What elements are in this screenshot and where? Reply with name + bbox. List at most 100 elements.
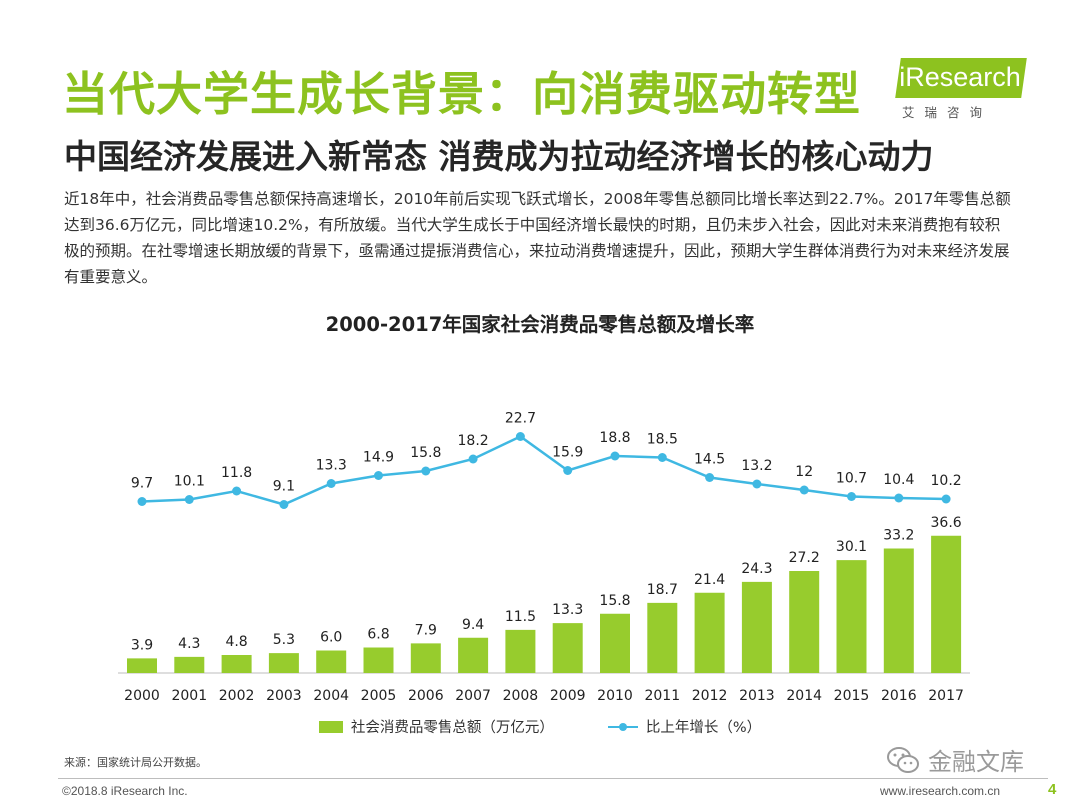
bar xyxy=(174,656,205,673)
line-point xyxy=(752,479,762,489)
bar-value-label: 27.2 xyxy=(789,550,820,566)
growth-rate-line xyxy=(141,435,947,506)
logo-text: iResearch xyxy=(899,62,1021,92)
bar xyxy=(741,581,772,673)
iresearch-logo: iResearch 艾瑞咨询 xyxy=(890,58,1030,122)
line-value-label: 10.1 xyxy=(174,474,205,490)
chart-title: 2000-2017年国家社会消费品零售总额及增长率 xyxy=(325,313,755,336)
x-tick-label: 2004 xyxy=(313,688,349,704)
bar xyxy=(883,548,914,673)
legend-item-bar: 社会消费品零售总额（万亿元） xyxy=(318,716,554,737)
line-value-label: 11.8 xyxy=(221,465,252,481)
chart-legend: 社会消费品零售总额（万亿元） 比上年增长（%） xyxy=(0,716,1080,737)
line-value-label: 13.2 xyxy=(741,458,772,474)
bar-value-label: 7.9 xyxy=(415,622,437,638)
legend-label-line: 比上年增长（%） xyxy=(645,720,762,736)
bar-value-label: 11.5 xyxy=(505,609,536,625)
bar xyxy=(268,653,299,673)
page-number: 4 xyxy=(1048,781,1057,798)
bar xyxy=(600,613,630,673)
bar-value-label: 21.4 xyxy=(694,572,725,588)
x-tick-label: 2003 xyxy=(266,688,302,704)
line-value-label: 10.7 xyxy=(836,471,867,487)
line-value-label: 14.5 xyxy=(694,452,725,468)
line-point xyxy=(941,494,951,504)
logo-subtext: 艾瑞咨询 xyxy=(902,105,993,120)
bar xyxy=(127,658,157,673)
website-link[interactable]: www.iresearch.com.cn xyxy=(880,784,1001,798)
x-tick-label: 2007 xyxy=(455,688,491,704)
line-value-label: 22.7 xyxy=(505,411,536,427)
line-point xyxy=(799,485,809,495)
x-tick-label: 2011 xyxy=(644,688,680,704)
copyright: ©2018.8 iResearch Inc. xyxy=(62,784,188,798)
bar-value-label: 30.1 xyxy=(836,539,867,555)
bar-value-label: 13.3 xyxy=(552,602,583,618)
bar xyxy=(694,592,725,673)
x-tick-label: 2000 xyxy=(124,688,160,704)
page-title: 当代大学生成长背景：向消费驱动转型 xyxy=(62,67,861,121)
watermark: 金融文库 xyxy=(886,742,1024,777)
page-subtitle: 中国经济发展进入新常态 消费成为拉动经济增长的核心动力 xyxy=(64,137,934,176)
x-tick-label: 2012 xyxy=(692,688,728,704)
line-point xyxy=(657,453,667,462)
line-point xyxy=(847,492,856,501)
line-value-label: 10.2 xyxy=(931,473,962,489)
legend-item-line: 比上年增长（%） xyxy=(607,716,762,737)
bar-value-label: 6.0 xyxy=(320,630,342,646)
line-value-label: 15.8 xyxy=(410,445,441,461)
line-value-label: 10.4 xyxy=(883,472,914,488)
bar-value-label: 6.8 xyxy=(367,627,389,643)
line-swatch-icon xyxy=(607,721,638,733)
line-point xyxy=(610,451,620,461)
bar-value-label: 3.9 xyxy=(131,637,153,653)
line-point xyxy=(421,466,431,476)
line-point xyxy=(232,486,242,496)
line-value-label: 14.9 xyxy=(363,450,394,466)
line-point xyxy=(515,432,525,441)
bar xyxy=(316,650,347,673)
legend-label-bar: 社会消费品零售总额（万亿元） xyxy=(350,720,554,736)
line-point xyxy=(184,495,194,504)
line-value-label: 18.2 xyxy=(458,433,489,449)
wechat-icon xyxy=(887,746,919,773)
bar-value-label: 15.8 xyxy=(599,593,630,609)
x-tick-label: 2002 xyxy=(219,688,255,704)
bar-value-label: 24.3 xyxy=(741,561,772,577)
x-tick-label: 2006 xyxy=(408,688,444,704)
x-tick-label: 2001 xyxy=(171,688,207,704)
bar-value-label: 9.4 xyxy=(462,617,484,633)
line-value-label: 15.9 xyxy=(552,445,583,461)
x-tick-label: 2010 xyxy=(597,688,633,704)
x-tick-label: 2009 xyxy=(550,688,586,704)
x-tick-label: 2015 xyxy=(834,688,870,704)
line-point xyxy=(374,471,383,480)
x-tick-label: 2014 xyxy=(786,688,822,704)
bar-value-label: 4.8 xyxy=(225,634,247,650)
bar xyxy=(836,560,867,673)
line-point xyxy=(563,466,573,475)
bar xyxy=(221,655,252,673)
line-point xyxy=(705,473,715,482)
bar-value-label: 5.3 xyxy=(273,632,295,648)
bar xyxy=(458,637,489,673)
line-point xyxy=(137,497,147,506)
bar xyxy=(363,647,394,673)
watermark-text: 金融文库 xyxy=(928,748,1024,776)
bar-value-label: 4.3 xyxy=(178,636,200,652)
bar xyxy=(505,629,536,673)
x-tick-label: 2017 xyxy=(928,688,964,704)
line-value-label: 9.7 xyxy=(131,476,153,492)
line-point xyxy=(279,500,289,509)
x-tick-label: 2005 xyxy=(361,688,397,704)
bar-swatch-icon xyxy=(318,720,343,733)
bar xyxy=(647,602,678,673)
line-point xyxy=(468,454,478,464)
bar xyxy=(552,623,583,673)
line-value-label: 18.5 xyxy=(647,432,678,448)
source-note: 来源：国家统计局公开数据。 xyxy=(64,756,207,769)
x-tick-label: 2013 xyxy=(739,688,775,704)
line-point xyxy=(894,493,904,503)
line-value-label: 9.1 xyxy=(273,479,295,495)
